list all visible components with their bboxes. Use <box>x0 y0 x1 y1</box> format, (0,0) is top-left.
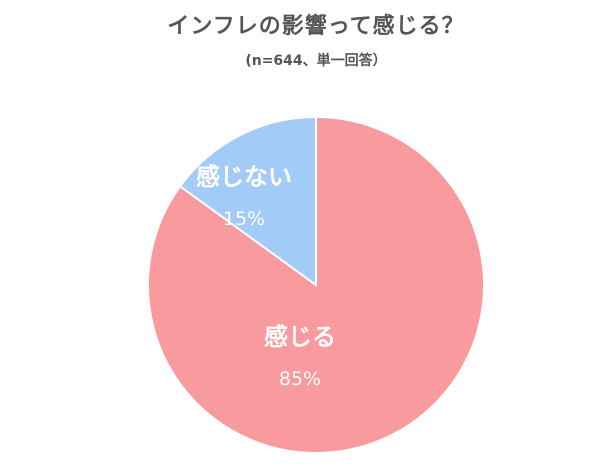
slice-label: 感じる <box>264 323 336 351</box>
pie-slice-feel <box>147 115 485 454</box>
pie-slice-not-feel <box>178 115 317 287</box>
slice-label: 感じない <box>196 163 292 191</box>
slice-value-label: 15% <box>223 208 265 230</box>
chart-title: インフレの影響って感じる？ <box>167 14 465 39</box>
chart-subtitle: (n=644、単一回答） <box>245 53 387 69</box>
slice-value-label: 85% <box>279 368 321 390</box>
